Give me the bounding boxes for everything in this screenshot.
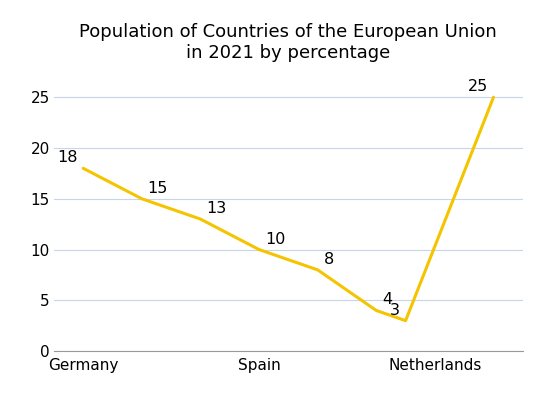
Text: 15: 15 [148, 181, 168, 196]
Text: 10: 10 [265, 231, 285, 247]
Text: 13: 13 [206, 201, 226, 216]
Text: 4: 4 [382, 292, 392, 308]
Text: 3: 3 [390, 302, 400, 318]
Text: 8: 8 [323, 252, 334, 267]
Text: 18: 18 [57, 150, 78, 165]
Text: 25: 25 [467, 79, 488, 94]
Title: Population of Countries of the European Union
in 2021 by percentage: Population of Countries of the European … [79, 23, 497, 62]
